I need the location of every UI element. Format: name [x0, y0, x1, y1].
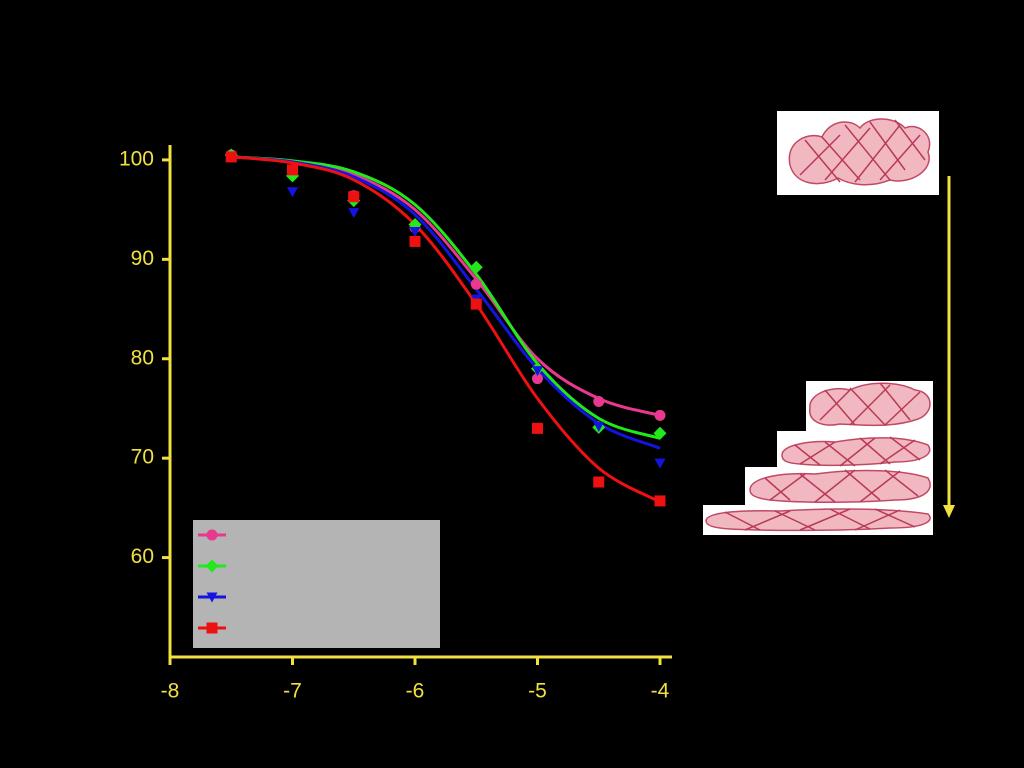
marker	[654, 495, 666, 507]
cell-images	[703, 111, 939, 535]
fit-curve	[231, 155, 661, 440]
marker	[593, 476, 605, 488]
marker	[287, 164, 298, 176]
marker	[287, 187, 298, 198]
marker	[409, 226, 421, 237]
marker	[532, 422, 543, 434]
marker	[470, 298, 482, 310]
cell-shape	[749, 469, 931, 503]
x-tick-label: -4	[651, 680, 670, 703]
cell-pattern	[794, 436, 921, 467]
legend-box	[193, 520, 440, 648]
marker	[225, 151, 237, 163]
marker	[348, 191, 360, 203]
x-tick-label: -5	[528, 680, 547, 703]
x-tick-label: -6	[406, 680, 425, 703]
marker	[469, 260, 483, 274]
marker	[206, 529, 218, 541]
marker	[653, 426, 667, 440]
y-tick-label: 80	[131, 346, 154, 369]
marker	[532, 366, 543, 377]
marker	[206, 622, 218, 634]
marker	[654, 458, 666, 469]
x-tick-label: -7	[283, 680, 302, 703]
marker	[206, 592, 218, 603]
cell-pattern	[819, 382, 921, 426]
marker	[532, 373, 543, 385]
y-tick-label: 100	[119, 147, 154, 170]
cell-pattern	[724, 508, 916, 531]
cell-pattern	[799, 119, 926, 183]
y-tick-label: 90	[131, 247, 154, 270]
marker	[593, 421, 605, 432]
marker	[470, 278, 482, 290]
marker	[409, 235, 421, 247]
marker	[593, 395, 605, 407]
x-tick-label: -8	[161, 680, 180, 703]
cell-shape	[788, 118, 931, 186]
y-tick-label: 60	[131, 545, 154, 568]
arrow-head	[943, 505, 955, 518]
cell-shape	[705, 508, 931, 532]
y-tick-label: 70	[131, 446, 154, 469]
marker	[348, 208, 360, 219]
marker	[205, 559, 219, 573]
fit-curve	[231, 155, 661, 504]
cell-pattern	[764, 469, 919, 503]
marker	[654, 409, 666, 421]
